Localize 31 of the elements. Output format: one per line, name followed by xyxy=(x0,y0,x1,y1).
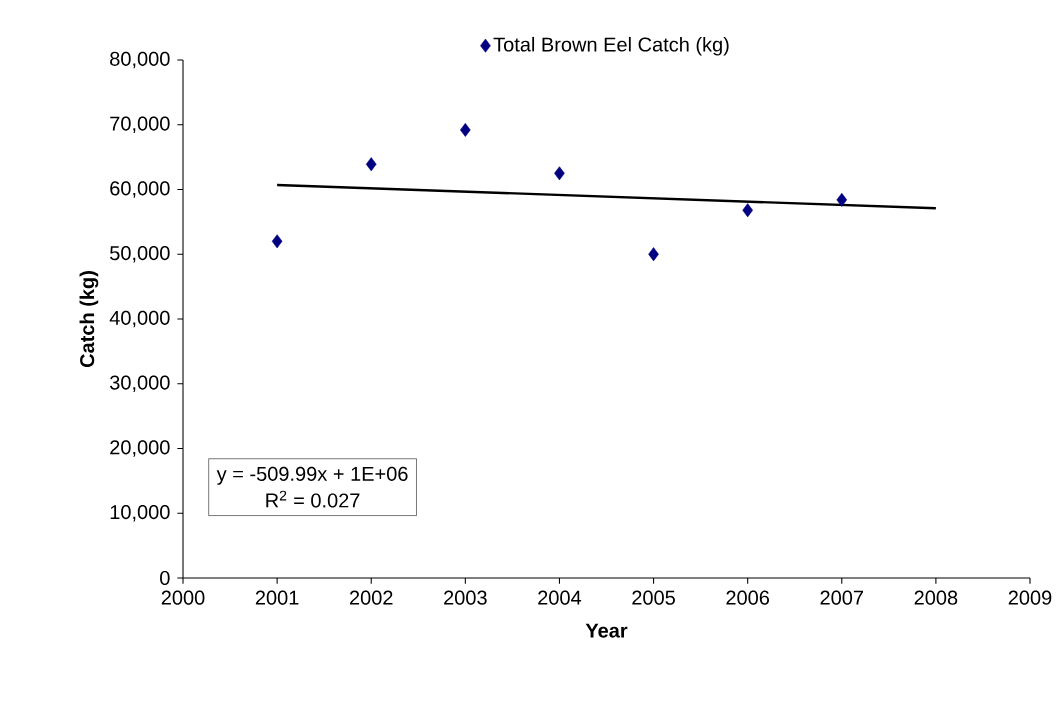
x-tick-label: 2009 xyxy=(1008,590,1052,605)
point xyxy=(365,157,377,172)
x-tick-label: 2008 xyxy=(914,590,958,605)
point xyxy=(742,203,753,218)
x-tick-label: 2005 xyxy=(632,590,675,605)
x-axis-title: Year xyxy=(585,623,628,638)
x-tick-label: 2001 xyxy=(255,590,299,605)
y-tick-label: 60,000 xyxy=(110,181,170,198)
legend-label: Total Brown Eel Catch (kg) xyxy=(493,36,729,56)
point xyxy=(554,166,565,181)
x-tick-label: 2006 xyxy=(726,590,770,605)
annotation: R$^{2}$ = 0.027 xyxy=(266,490,360,508)
y-tick-label: 30,000 xyxy=(109,375,170,392)
x-tick-label: 2003 xyxy=(444,590,487,605)
y-tick-label: 40,000 xyxy=(109,310,170,328)
x-tick-label: 2000 xyxy=(161,590,205,605)
x-tick-label: 2002 xyxy=(349,590,393,605)
y-tick-label: 20,000 xyxy=(110,440,170,457)
point xyxy=(460,123,471,137)
point xyxy=(836,192,848,207)
y-tick-label: 50,000 xyxy=(110,245,170,263)
y-tick-label: 10,000 xyxy=(110,504,170,522)
y-tick-label: 70,000 xyxy=(110,116,170,133)
y-tick-label: 0 xyxy=(160,570,170,586)
y-axis-title: Catch (kg) xyxy=(79,271,99,368)
point xyxy=(648,247,659,262)
y-tick-label: 80,000 xyxy=(110,51,170,69)
x-tick-label: 2004 xyxy=(538,590,582,605)
x-tick-label: 2007 xyxy=(820,590,864,605)
annotation: y = -509.99x + 1E+06 xyxy=(216,466,408,485)
point xyxy=(271,234,283,249)
